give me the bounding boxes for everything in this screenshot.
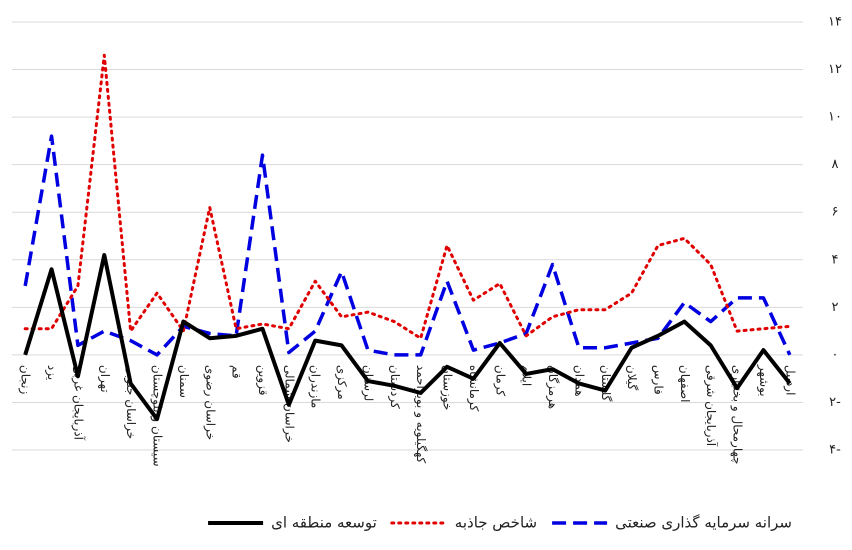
x-tick-label: آذربایجان غربی [70, 365, 86, 441]
legend-label: شاخص جاذبه [455, 514, 537, 532]
series-line [23, 134, 792, 357]
y-tick-label: ۸ [832, 157, 839, 172]
y-tick-label: ۰ [832, 347, 839, 362]
y-tick-label: ۱۲ [828, 62, 842, 77]
x-tick-label: خراسان رضوی [202, 365, 217, 440]
y-tick-label: ۶ [832, 205, 839, 220]
x-tick-label: گلستان [599, 365, 613, 402]
series-line [23, 253, 792, 422]
legend-label: توسعه منطقه ای [271, 514, 377, 532]
x-tick-label: اردبیل [782, 365, 797, 396]
x-tick-label: بوشهر [756, 364, 771, 397]
y-tick-label: ۴- [829, 443, 841, 458]
x-tick-label: اصفهان [678, 365, 692, 403]
y-tick-label: ۱۴ [828, 15, 842, 30]
y-tick-label: ۱۰ [828, 110, 842, 125]
x-tick-label: آذربایجان شرقی [703, 365, 719, 447]
x-tick-label: قزوین [255, 365, 270, 396]
x-tick-label: هرمزگان [545, 365, 560, 409]
x-tick-label: مرکزی [334, 365, 349, 400]
x-tick-label: چهارمحال و بختیاری [730, 365, 745, 465]
y-tick-label: ۲- [829, 395, 841, 410]
series-line [23, 53, 792, 340]
x-tick-label: سمنان [177, 365, 191, 398]
x-tick-label: فارس [650, 365, 665, 395]
y-tick-label: ۴ [832, 252, 839, 267]
x-tick-label: قم [230, 365, 244, 379]
x-tick-label: زنجان [18, 365, 33, 395]
x-tick-label: یزد [44, 365, 59, 380]
legend-label: سرانه سرمایه گذاری صنعتی [615, 514, 792, 532]
x-tick-label: کرمان [492, 365, 507, 397]
y-tick-label: ۲ [832, 300, 839, 315]
x-tick-label: همدان [572, 365, 586, 397]
x-tick-label: کهگیلویه و بویراحمد [413, 365, 428, 464]
x-tick-label: تهران [97, 365, 112, 393]
x-tick-label: گیلان [625, 365, 639, 391]
x-tick-label: خوزستان [440, 365, 455, 411]
x-tick-label: مازندران [308, 365, 323, 408]
x-tick-label: خراسان جنوبی [123, 365, 138, 439]
